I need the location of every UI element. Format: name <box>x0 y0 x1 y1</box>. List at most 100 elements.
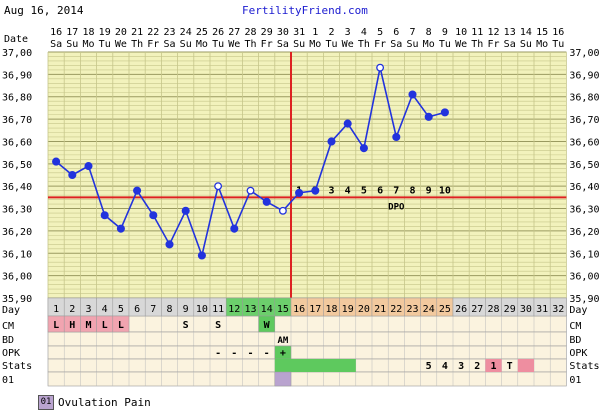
day-number: 3 <box>85 304 91 315</box>
weekday-label: Th <box>131 39 143 50</box>
weekday-label: Su <box>180 39 192 50</box>
temperature-point <box>440 108 449 117</box>
dpo-label: DPO <box>388 202 405 212</box>
weekday-label: Tu <box>439 39 451 50</box>
day-number: 1 <box>53 304 59 315</box>
date-label: 2 <box>328 27 334 38</box>
temperature-point <box>197 251 206 260</box>
row-label-right: Day <box>569 305 587 316</box>
stats-value: 3 <box>458 361 464 372</box>
day-number: 14 <box>261 304 273 315</box>
day-number: 31 <box>536 304 548 315</box>
temperature-point <box>327 137 336 146</box>
y-tick-right: 36,10 <box>569 249 599 260</box>
y-tick-left: 36,50 <box>2 160 32 171</box>
day-number: 9 <box>183 304 189 315</box>
weekday-label: Tu <box>99 39 111 50</box>
date-label: 31 <box>293 27 305 38</box>
temperature-point <box>84 162 93 171</box>
temperature-point <box>278 206 287 215</box>
weekday-label: We <box>228 39 240 50</box>
cm-value: H <box>69 320 75 331</box>
weekday-label: Su <box>520 39 532 50</box>
weekday-label: Th <box>358 39 370 50</box>
day-number: 26 <box>455 304 467 315</box>
ovulation-pain-cell <box>274 371 292 387</box>
row-label-left: BD <box>2 335 14 346</box>
cm-value: L <box>53 320 59 331</box>
opk-value: - <box>231 348 237 359</box>
temperature-point <box>376 63 385 72</box>
y-tick-right: 36,90 <box>569 70 599 81</box>
date-label: 20 <box>115 27 127 38</box>
weekday-label: Tu <box>212 39 224 50</box>
day-number: 24 <box>423 304 435 315</box>
y-tick-right: 36,00 <box>569 272 599 283</box>
weekday-label: Mo <box>196 39 208 50</box>
day-number: 18 <box>325 304 337 315</box>
stats-value: 2 <box>474 361 480 372</box>
weekday-label: Sa <box>50 39 62 50</box>
weekday-label: Sa <box>504 39 516 50</box>
temperature-point <box>262 197 271 206</box>
y-tick-left: 36,90 <box>2 70 32 81</box>
date-label: 10 <box>455 27 467 38</box>
cm-value: L <box>102 320 108 331</box>
day-number: 29 <box>504 304 516 315</box>
y-tick-right: 36,20 <box>569 227 599 238</box>
row-label-right: 01 <box>569 375 581 386</box>
day-number: 20 <box>358 304 370 315</box>
site-name[interactable]: FertilityFriend.com <box>242 4 368 17</box>
day-number: 4 <box>102 304 108 315</box>
weekday-label: Fr <box>147 39 159 50</box>
date-label: 19 <box>99 27 111 38</box>
weekday-label: Fr <box>261 39 273 50</box>
row-label-left: CM <box>2 321 14 332</box>
day-number: 28 <box>487 304 499 315</box>
day-number: 22 <box>390 304 402 315</box>
temperature-point <box>295 188 304 197</box>
day-number: 30 <box>520 304 532 315</box>
temperature-point <box>392 132 401 142</box>
y-tick-right: 35,90 <box>569 294 599 305</box>
day-number: 8 <box>166 304 172 315</box>
row-label-left: Stats <box>2 361 32 372</box>
cm-value: S <box>215 320 221 331</box>
stats-value: T <box>507 361 513 372</box>
weekday-label: Th <box>471 39 483 50</box>
row-label-right: CM <box>569 321 581 332</box>
date-label: 11 <box>471 27 483 38</box>
day-number: 11 <box>212 304 224 315</box>
day-number: 19 <box>342 304 354 315</box>
legend-swatch-ovulation-pain: 01 <box>38 395 54 410</box>
date-label: 23 <box>163 27 175 38</box>
temperature-point <box>343 119 352 128</box>
cm-value: W <box>264 320 271 331</box>
day-number: 15 <box>277 304 289 315</box>
weekday-label: Sa <box>163 39 175 50</box>
y-tick-left: 37,00 <box>2 48 32 59</box>
y-tick-right: 36,40 <box>569 182 599 193</box>
temperature-point <box>408 90 417 99</box>
day-number: 10 <box>196 304 208 315</box>
date-label: 30 <box>277 27 289 38</box>
date-label: 22 <box>147 27 159 38</box>
temperature-point <box>52 157 61 166</box>
day-number: 16 <box>293 304 305 315</box>
y-tick-right: 36,50 <box>569 160 599 171</box>
date-label: 4 <box>361 27 367 38</box>
weekday-label: Su <box>406 39 418 50</box>
bd-value: AM <box>277 336 288 346</box>
weekday-label: Sa <box>277 39 289 50</box>
stats-value: 5 <box>426 361 432 372</box>
day-number: 27 <box>471 304 483 315</box>
weekday-label: Fr <box>374 39 386 50</box>
dpo-number: 3 <box>328 185 334 196</box>
dpo-number: 8 <box>409 185 415 196</box>
y-tick-left: 35,90 <box>2 294 32 305</box>
date-label: 25 <box>196 27 208 38</box>
weekday-label: Mo <box>309 39 321 50</box>
row-label-left: 01 <box>2 375 14 386</box>
dpo-number: 4 <box>345 185 351 196</box>
day-number: 25 <box>439 304 451 315</box>
